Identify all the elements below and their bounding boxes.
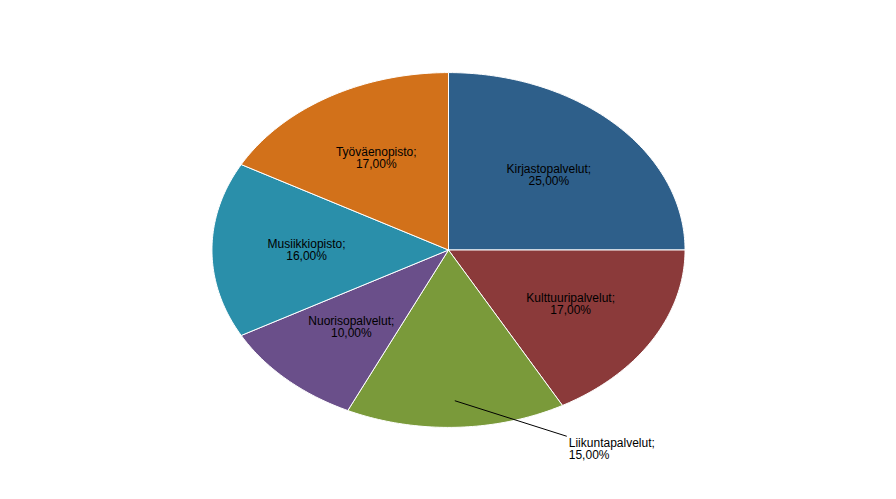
svg-text:Liikuntapalvelut;15,00%: Liikuntapalvelut;15,00% — [569, 436, 655, 462]
svg-text:Kirjastopalvelut;25,00%: Kirjastopalvelut;25,00% — [506, 162, 591, 188]
svg-text:Nuorisopalvelut;10,00%: Nuorisopalvelut;10,00% — [308, 314, 394, 340]
svg-text:Kulttuuripalvelut;17,00%: Kulttuuripalvelut;17,00% — [526, 291, 615, 317]
svg-text:Musiikkiopisto;16,00%: Musiikkiopisto;16,00% — [268, 237, 346, 263]
svg-text:Työväenopisto;17,00%: Työväenopisto;17,00% — [336, 145, 417, 171]
